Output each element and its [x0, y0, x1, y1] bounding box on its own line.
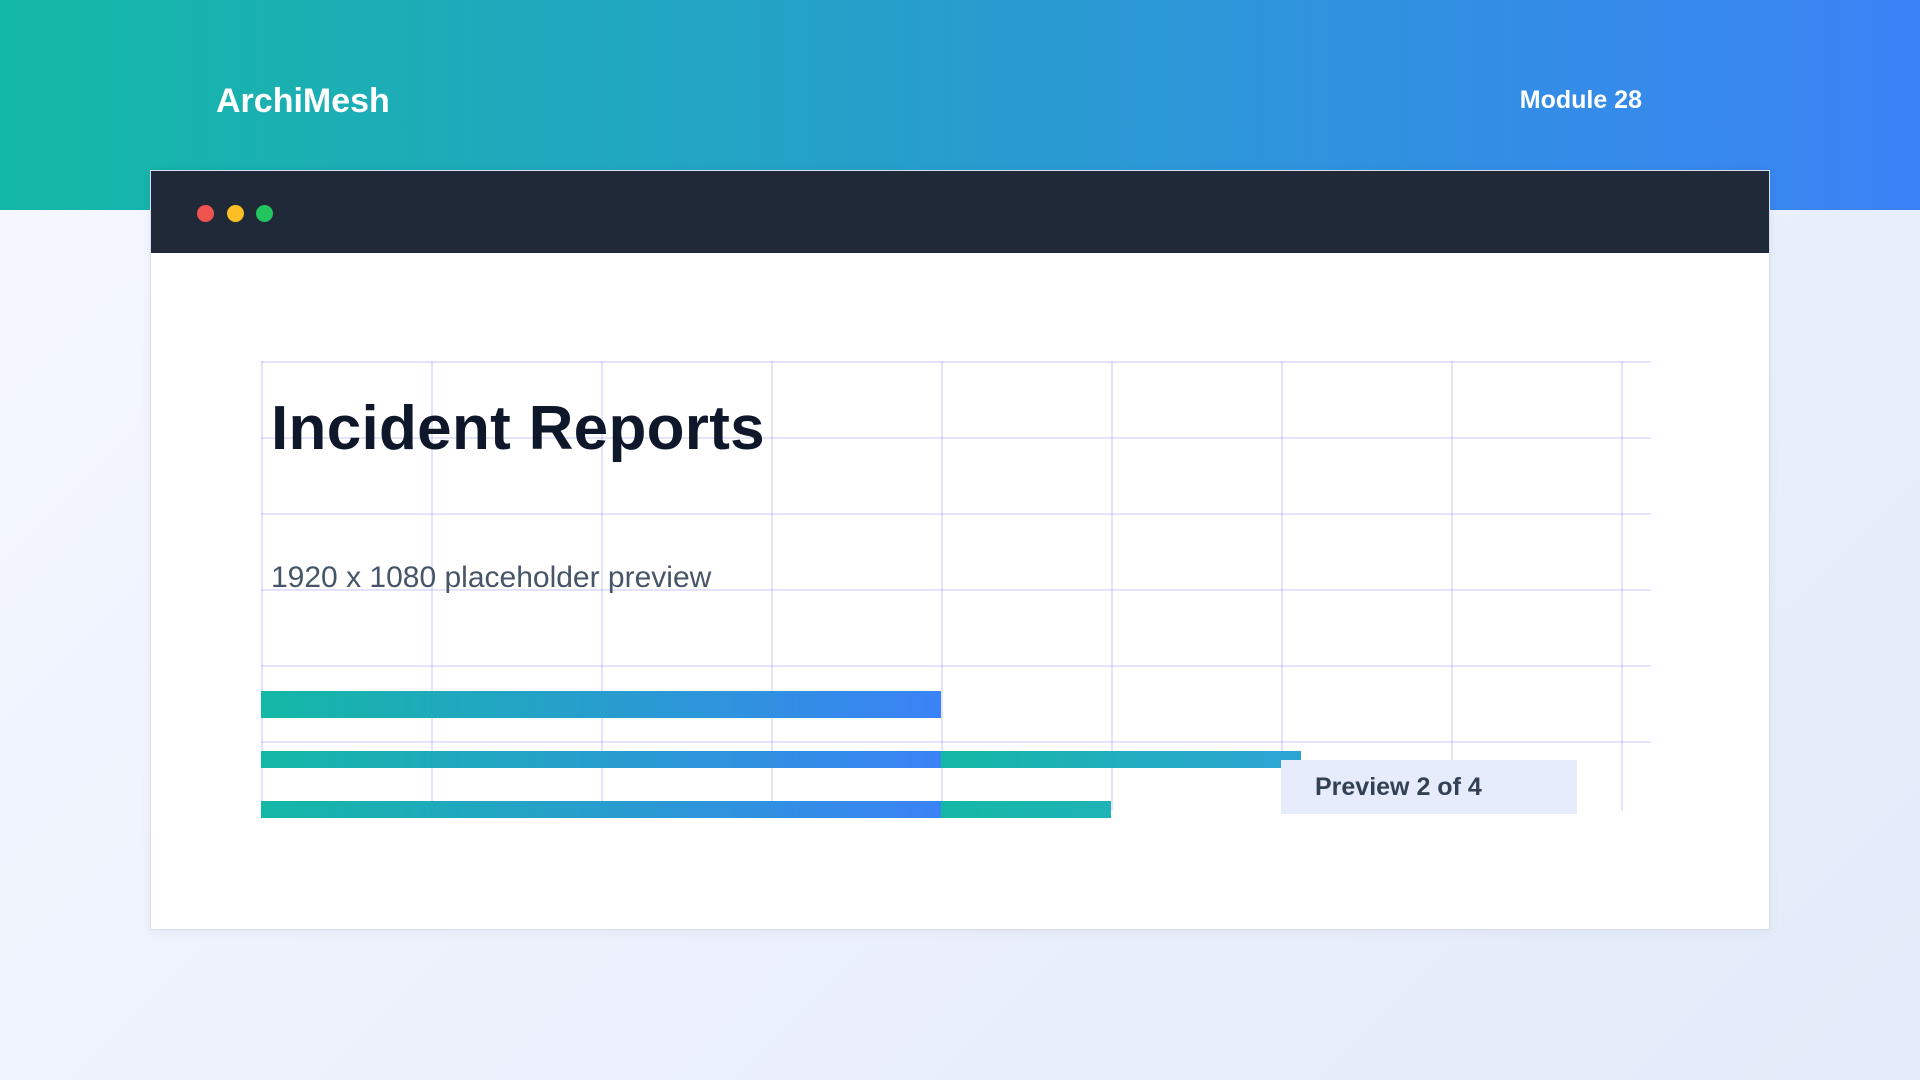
preview-counter-badge: Preview 2 of 4: [1281, 760, 1577, 814]
preview-content: Incident Reports 1920 x 1080 placeholder…: [261, 361, 1651, 821]
module-label: Module 28: [1519, 86, 1642, 114]
progress-bar-2-fill: [261, 751, 941, 768]
preview-window: Incident Reports 1920 x 1080 placeholder…: [150, 170, 1770, 930]
window-titlebar: [151, 171, 1769, 253]
brand-name: ArchiMesh: [216, 82, 390, 120]
background-grid: [261, 361, 1651, 811]
page-title: Incident Reports: [271, 394, 765, 463]
progress-bar-3: [261, 801, 1111, 818]
minimize-window-dot-icon[interactable]: [227, 205, 244, 222]
progress-bar-1-fill: [261, 691, 941, 718]
progress-bar-3-fill: [261, 801, 941, 818]
close-window-dot-icon[interactable]: [197, 205, 214, 222]
progress-bar-2: [261, 751, 1301, 768]
progress-bar-2-extension: [941, 751, 1301, 768]
progress-bar-3-extension: [941, 801, 1111, 818]
maximize-window-dot-icon[interactable]: [256, 205, 273, 222]
page-subtitle: 1920 x 1080 placeholder preview: [271, 561, 712, 594]
progress-bar-1: [261, 691, 941, 718]
